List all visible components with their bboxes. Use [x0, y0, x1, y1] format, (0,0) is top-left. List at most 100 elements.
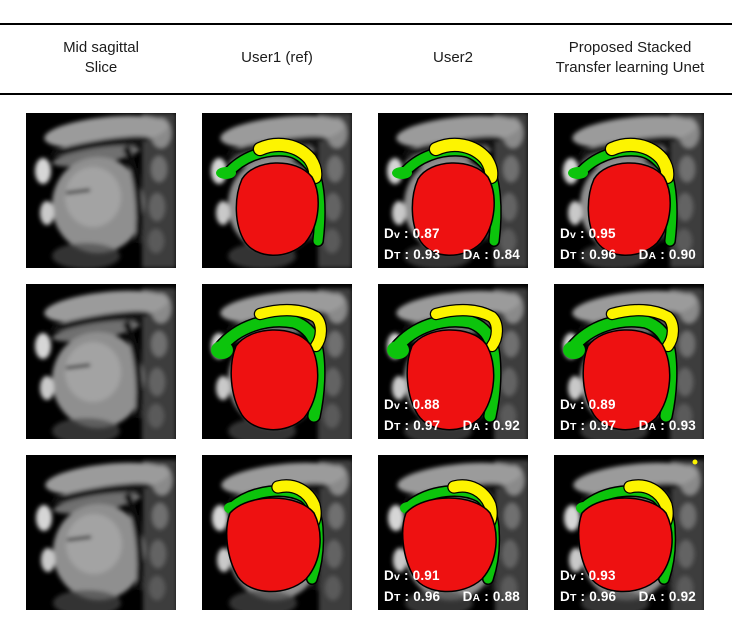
- metric-prefix: D: [384, 568, 394, 583]
- metric-dt: DT : 0.97: [560, 416, 616, 437]
- metric-line-1: Dv : 0.95: [560, 224, 700, 245]
- metric-da: DA : 0.84: [463, 245, 520, 266]
- segmented-mri-image: [554, 113, 704, 268]
- dice-metrics: Dv : 0.89 DT : 0.97 DA : 0.93: [560, 395, 700, 437]
- dice-metrics: Dv : 0.91 DT : 0.96 DA : 0.88: [384, 566, 524, 608]
- dice-metrics: Dv : 0.93 DT : 0.96 DA : 0.92: [560, 566, 700, 608]
- metric-prefix: D: [638, 589, 649, 604]
- metric-prefix: D: [384, 226, 394, 241]
- metric-separator: :: [400, 247, 414, 262]
- metric-separator: :: [400, 418, 414, 433]
- image-grid: Dv : 0.87 DT : 0.93 DA : 0.84 Dv : 0.95 DT …: [26, 113, 706, 610]
- segmented-mri-image: [202, 455, 352, 610]
- metric-line-2: DT : 0.93 DA : 0.84: [384, 245, 524, 266]
- segmented-mri-image: [378, 455, 528, 610]
- metric-value: 0.96: [589, 589, 617, 604]
- metric-subscript: A: [648, 250, 657, 262]
- metric-value: 0.84: [492, 247, 520, 262]
- metric-line-1: Dv : 0.91: [384, 566, 524, 587]
- metric-line-1: Dv : 0.93: [560, 566, 700, 587]
- metric-line-1: Dv : 0.89: [560, 395, 700, 416]
- metric-prefix: D: [560, 247, 570, 262]
- metric-dv: Dv : 0.87: [384, 226, 440, 241]
- segmentation-overlay: [568, 137, 678, 256]
- metric-dt: DT : 0.96: [560, 587, 616, 608]
- metric-separator: :: [480, 418, 493, 433]
- segmented-mri-image: [378, 113, 528, 268]
- metric-subscript: v: [393, 571, 400, 583]
- segmentation-overlay: [211, 303, 328, 431]
- figure-cell-r2c1: [26, 284, 176, 439]
- metric-dt: DT : 0.97: [384, 416, 440, 437]
- metric-subscript: v: [393, 400, 400, 412]
- figure-cell-r3c4: Dv : 0.93 DT : 0.96 DA : 0.92: [554, 455, 704, 610]
- metric-line-1: Dv : 0.88: [384, 395, 524, 416]
- metric-prefix: D: [384, 418, 394, 433]
- metric-value: 0.88: [492, 589, 520, 604]
- metric-subscript: T: [569, 421, 577, 433]
- metric-line-2: DT : 0.96 DA : 0.92: [560, 587, 700, 608]
- metric-prefix: D: [560, 226, 570, 241]
- metric-dv: Dv : 0.95: [560, 226, 616, 241]
- column-header-mid-sagittal: Mid sagittal Slice: [63, 39, 139, 76]
- metric-subscript: v: [569, 571, 576, 583]
- column-header-user2: User2: [432, 49, 473, 67]
- metric-separator: :: [576, 247, 590, 262]
- metric-subscript: A: [648, 421, 657, 433]
- metric-dv: Dv : 0.93: [560, 568, 616, 583]
- metric-separator: :: [576, 589, 590, 604]
- metric-separator: :: [656, 418, 669, 433]
- metric-value: 0.95: [588, 226, 616, 241]
- figure-cell-r1c2: [202, 113, 352, 268]
- segmented-mri-image: [554, 284, 704, 439]
- metric-prefix: D: [560, 397, 570, 412]
- segmentation-overlay: [400, 479, 501, 593]
- mri-image: [26, 113, 176, 268]
- metric-separator: :: [480, 589, 493, 604]
- figure-cell-r1c4: Dv : 0.95 DT : 0.96 DA : 0.90: [554, 113, 704, 268]
- metric-separator: :: [400, 589, 414, 604]
- column-header-proposed: Proposed Stacked Transfer learning Unet: [555, 39, 705, 76]
- metric-prefix: D: [560, 418, 570, 433]
- metric-da: DA : 0.92: [463, 416, 520, 437]
- metric-value: 0.93: [413, 247, 441, 262]
- metric-dt: DT : 0.93: [384, 245, 440, 266]
- metric-line-2: DT : 0.96 DA : 0.90: [560, 245, 700, 266]
- metric-dv: Dv : 0.91: [384, 568, 440, 583]
- metric-value: 0.89: [588, 397, 616, 412]
- metric-da: DA : 0.88: [463, 587, 520, 608]
- figure-cell-r3c3: Dv : 0.91 DT : 0.96 DA : 0.88: [378, 455, 528, 610]
- mri-image: [26, 455, 176, 610]
- segmentation-overlay: [392, 137, 502, 256]
- metric-da: DA : 0.93: [639, 416, 696, 437]
- metric-subscript: A: [472, 592, 481, 604]
- dice-metrics: Dv : 0.95 DT : 0.96 DA : 0.90: [560, 224, 700, 266]
- metric-subscript: A: [472, 250, 481, 262]
- metric-value: 0.92: [492, 418, 520, 433]
- segmented-mri-image: [202, 284, 352, 439]
- metric-separator: :: [576, 418, 590, 433]
- mri-image: [26, 284, 176, 439]
- segmentation-overlay: [216, 137, 326, 256]
- segmentation-overlay: [576, 459, 698, 593]
- metric-value: 0.97: [413, 418, 441, 433]
- figure-cell-r2c3: Dv : 0.88 DT : 0.97 DA : 0.92: [378, 284, 528, 439]
- metric-line-1: Dv : 0.87: [384, 224, 524, 245]
- metric-separator: :: [400, 397, 413, 412]
- figure-cell-r2c2: [202, 284, 352, 439]
- metric-prefix: D: [384, 247, 394, 262]
- metric-value: 0.96: [589, 247, 617, 262]
- metric-value: 0.88: [412, 397, 440, 412]
- figure-cell-r3c1: [26, 455, 176, 610]
- metric-prefix: D: [384, 589, 394, 604]
- metric-prefix: D: [462, 247, 473, 262]
- metric-separator: :: [656, 247, 669, 262]
- metric-value: 0.90: [668, 247, 696, 262]
- metric-value: 0.87: [412, 226, 440, 241]
- metric-value: 0.91: [412, 568, 440, 583]
- metric-subscript: A: [472, 421, 481, 433]
- metric-subscript: v: [569, 400, 576, 412]
- metric-prefix: D: [384, 397, 394, 412]
- metric-line-2: DT : 0.97 DA : 0.93: [560, 416, 700, 437]
- metric-da: DA : 0.92: [639, 587, 696, 608]
